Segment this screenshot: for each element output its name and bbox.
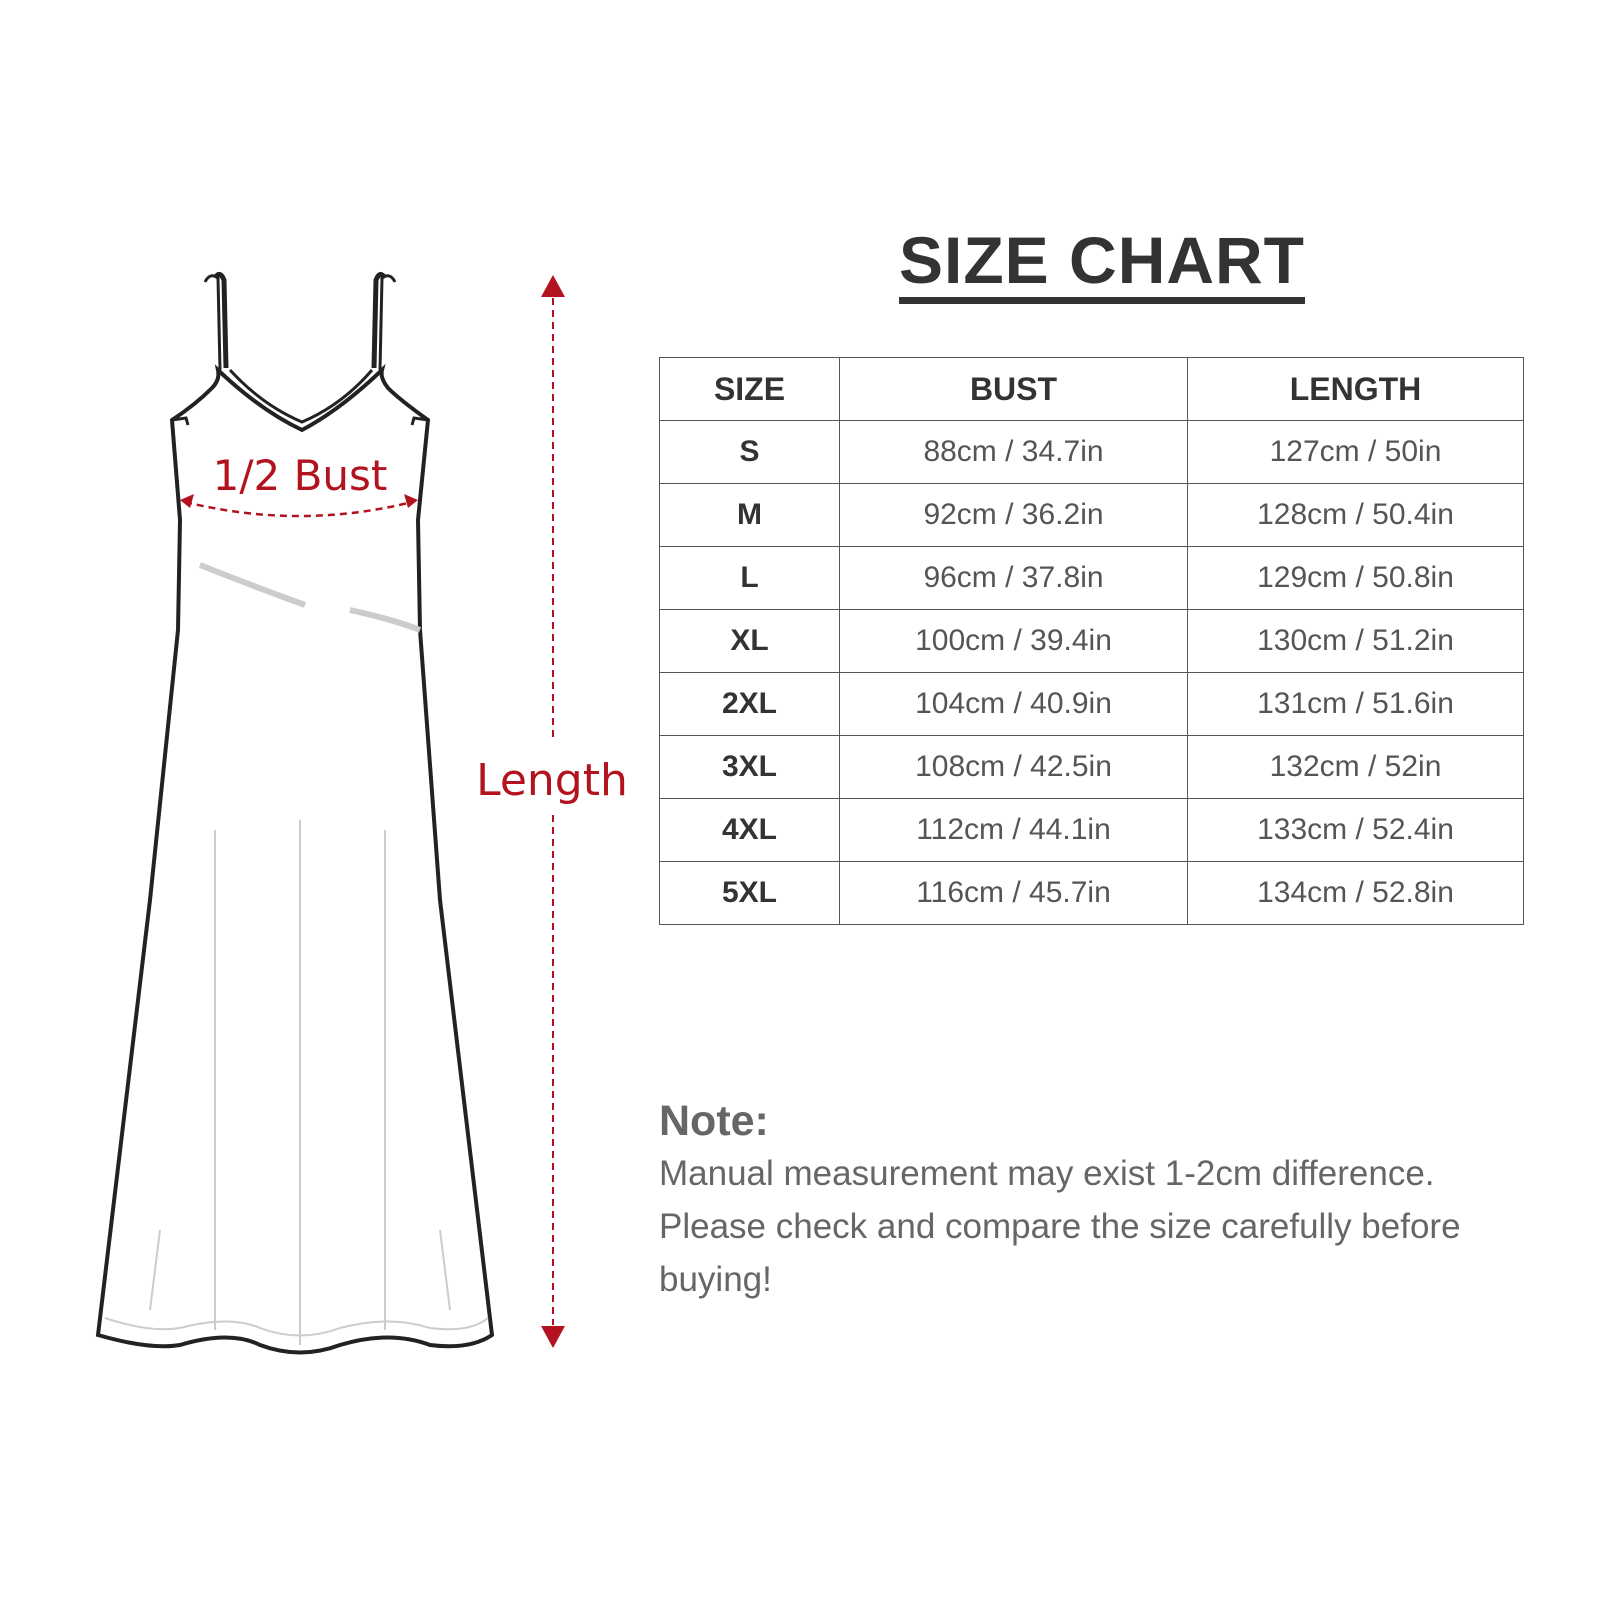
table-row: S 88cm / 34.7in 127cm / 50in <box>659 420 1524 484</box>
table-row: M 92cm / 36.2in 128cm / 50.4in <box>659 483 1524 547</box>
bust-measure-line <box>180 494 418 518</box>
length-measure-line <box>541 275 565 1348</box>
note-line: Manual measurement may exist 1-2cm diffe… <box>659 1154 1435 1193</box>
table-row: 2XL 104cm / 40.9in 131cm / 51.6in <box>659 672 1524 736</box>
dress-illustration <box>95 272 495 1355</box>
cell-bust: 100cm / 39.4in <box>839 609 1188 673</box>
note-section: Note: Manual measurement may exist 1-2cm… <box>659 1095 1539 1306</box>
length-label: Length <box>476 755 628 806</box>
header-size: SIZE <box>659 357 840 421</box>
cell-bust: 116cm / 45.7in <box>839 861 1188 925</box>
table-row: XL 100cm / 39.4in 130cm / 51.2in <box>659 609 1524 673</box>
cell-bust: 108cm / 42.5in <box>839 735 1188 799</box>
cell-bust: 96cm / 37.8in <box>839 546 1188 610</box>
cell-size: XL <box>659 609 840 673</box>
header-length: LENGTH <box>1187 357 1524 421</box>
table-row: 5XL 116cm / 45.7in 134cm / 52.8in <box>659 861 1524 925</box>
arrow-right-icon <box>404 494 418 508</box>
header-bust: BUST <box>839 357 1188 421</box>
cell-size: 4XL <box>659 798 840 862</box>
cell-size: L <box>659 546 840 610</box>
cell-length: 134cm / 52.8in <box>1187 861 1524 925</box>
cell-length: 127cm / 50in <box>1187 420 1524 484</box>
table-header-row: SIZE BUST LENGTH <box>659 357 1524 421</box>
table-row: L 96cm / 37.8in 129cm / 50.8in <box>659 546 1524 610</box>
page-title: SIZE CHART <box>899 225 1305 304</box>
cell-length: 132cm / 52in <box>1187 735 1524 799</box>
note-line: Please check and compare the size carefu… <box>659 1207 1461 1299</box>
cell-bust: 104cm / 40.9in <box>839 672 1188 736</box>
cell-size: 5XL <box>659 861 840 925</box>
table-row: 3XL 108cm / 42.5in 132cm / 52in <box>659 735 1524 799</box>
arrow-left-icon <box>180 494 194 508</box>
arrow-down-icon <box>541 1326 565 1348</box>
cell-length: 129cm / 50.8in <box>1187 546 1524 610</box>
cell-bust: 92cm / 36.2in <box>839 483 1188 547</box>
cell-bust: 88cm / 34.7in <box>839 420 1188 484</box>
size-table: SIZE BUST LENGTH S 88cm / 34.7in 127cm / 5… <box>659 357 1524 925</box>
arrow-up-icon <box>541 275 565 297</box>
cell-length: 133cm / 52.4in <box>1187 798 1524 862</box>
cell-length: 128cm / 50.4in <box>1187 483 1524 547</box>
cell-bust: 112cm / 44.1in <box>839 798 1188 862</box>
table-row: 4XL 112cm / 44.1in 133cm / 52.4in <box>659 798 1524 862</box>
cell-length: 131cm / 51.6in <box>1187 672 1524 736</box>
bust-label: 1/2 Bust <box>213 451 388 500</box>
cell-size: M <box>659 483 840 547</box>
cell-length: 130cm / 51.2in <box>1187 609 1524 673</box>
note-title: Note: <box>659 1097 769 1145</box>
cell-size: 2XL <box>659 672 840 736</box>
cell-size: 3XL <box>659 735 840 799</box>
cell-size: S <box>659 420 840 484</box>
